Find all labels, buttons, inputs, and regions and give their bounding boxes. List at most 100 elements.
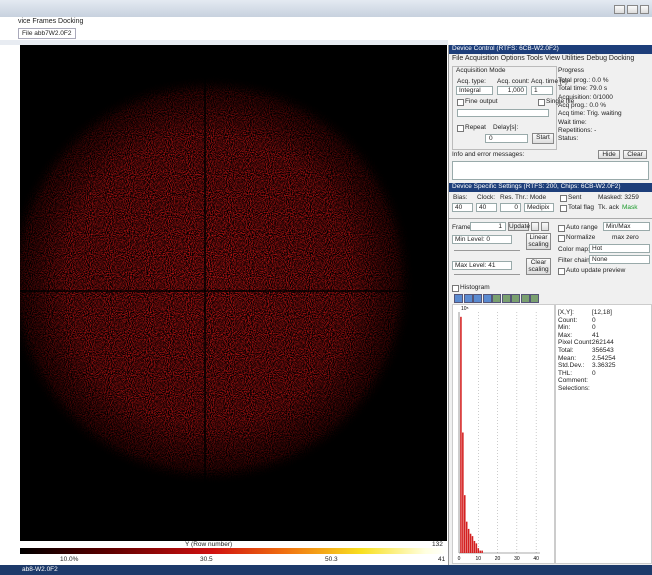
dropdown[interactable]: None — [589, 255, 650, 264]
exponent: 10⁵ — [461, 306, 469, 312]
tool-button[interactable] — [530, 294, 539, 303]
histogram: 10⁵ 0 10 20 30 40 — [452, 304, 553, 562]
progress-item: Repetitions: - — [558, 127, 596, 134]
label: Res. Thr.: Mode — [500, 194, 546, 201]
tool-button[interactable] — [483, 294, 492, 303]
progress-item: Total time: 79.0 s — [558, 85, 607, 92]
colorbar-label: 50.3 — [325, 556, 338, 563]
x-tick-label: 10 — [476, 556, 482, 562]
histogram-bar — [476, 543, 478, 553]
maximize-button[interactable] — [627, 5, 638, 14]
title-bar — [0, 0, 652, 17]
update-button[interactable]: Update — [508, 222, 529, 231]
checkbox[interactable] — [558, 268, 565, 275]
min-level[interactable]: Min Level: 0 — [452, 235, 512, 244]
colorbar — [20, 548, 447, 554]
stat-label: Selections: — [558, 385, 590, 392]
dropdown[interactable]: Min/Max — [603, 222, 650, 231]
dropdown[interactable]: Medipix — [524, 203, 554, 212]
progress-item: Total prog.: 0.0 % — [558, 77, 609, 84]
minimize-button[interactable] — [614, 5, 625, 14]
mask-status: Mask — [622, 204, 638, 211]
stat-value: 0 — [592, 324, 596, 331]
input[interactable]: 40 — [452, 203, 473, 212]
input[interactable]: 0 — [500, 203, 521, 212]
clear-scaling-button[interactable]: Clear scaling — [526, 258, 551, 275]
tool-button[interactable] — [511, 294, 520, 303]
max-level[interactable]: Max Level: 41 — [452, 261, 512, 270]
stat-value: 3.36325 — [592, 362, 616, 369]
x-tick-label: 30 — [514, 556, 520, 562]
input[interactable]: 40 — [476, 203, 497, 212]
axis-label: Y (Row number) — [185, 541, 232, 548]
progress-item: Acq time: Trig. waiting — [558, 110, 622, 117]
message-list[interactable] — [452, 161, 649, 180]
checkbox[interactable] — [560, 205, 567, 212]
histogram-bar — [468, 529, 470, 553]
next-button[interactable] — [541, 222, 549, 231]
main-menu[interactable]: vice Frames Docking — [18, 18, 83, 25]
checkbox[interactable] — [558, 235, 565, 242]
stat-value: 262144 — [592, 339, 614, 346]
dropdown[interactable]: Integral — [456, 86, 493, 95]
hide-button[interactable]: Hide — [598, 150, 620, 159]
checkbox[interactable] — [457, 125, 464, 132]
stat-value: 2.54254 — [592, 355, 616, 362]
input[interactable]: 1,000 — [497, 86, 527, 95]
tool-button[interactable] — [454, 294, 463, 303]
input[interactable]: 1 — [531, 86, 553, 95]
slider[interactable] — [454, 250, 520, 251]
path-field[interactable] — [457, 109, 549, 117]
label: Clock: — [477, 194, 495, 201]
label: Color map: — [558, 246, 590, 253]
checkbox[interactable] — [538, 99, 545, 106]
input[interactable]: 1 — [470, 222, 506, 231]
label: Info and error messages: — [452, 151, 524, 158]
colorbar-label: 30.5 — [200, 556, 213, 563]
stat-value: 0 — [592, 370, 596, 377]
checkbox[interactable] — [457, 99, 464, 106]
status-bar — [0, 565, 652, 575]
stat-label: Std.Dev.: — [558, 362, 584, 369]
x-tick-label: 40 — [533, 556, 539, 562]
x-tick-label: 20 — [495, 556, 501, 562]
panel-menu[interactable]: File Acquisition Options Tools View Util… — [452, 55, 634, 62]
checkbox[interactable] — [558, 225, 565, 232]
input[interactable]: 0 — [485, 134, 528, 143]
progress-item: Status: — [558, 135, 578, 142]
slider[interactable] — [454, 274, 520, 275]
tool-button[interactable] — [473, 294, 482, 303]
checkbox[interactable] — [560, 195, 567, 202]
dropdown[interactable]: Hot — [589, 244, 650, 253]
tool-button[interactable] — [521, 294, 530, 303]
separator — [449, 218, 652, 219]
label: Auto update preview — [566, 267, 625, 274]
linear-scaling-button[interactable]: Linear scaling — [526, 233, 551, 250]
start-button[interactable]: Start — [532, 133, 554, 144]
panel-header: Device Control (RTFS: 6CB-W2.0F2) — [449, 45, 652, 54]
prev-button[interactable] — [531, 222, 539, 231]
label: Repeat — [465, 124, 486, 131]
colorbar-label: 41 — [438, 556, 445, 563]
histogram-bar — [462, 433, 464, 554]
stat-label: Comment: — [558, 377, 588, 384]
checkbox[interactable] — [452, 285, 459, 292]
progress-item: Acq prog.: 0.0 % — [558, 102, 606, 109]
status-text: ab8-W2.0F2 — [22, 566, 58, 573]
tool-button[interactable] — [502, 294, 511, 303]
tab[interactable]: File abb7W2.0F2 — [18, 28, 76, 39]
tool-button[interactable] — [464, 294, 473, 303]
histogram-bar — [466, 522, 468, 553]
histogram-bar — [479, 551, 481, 553]
label: Delay[s]: — [493, 124, 518, 131]
stat-label: THL: — [558, 370, 572, 377]
close-button[interactable] — [640, 5, 649, 14]
label: Histogram — [460, 284, 490, 291]
x-tick-label: 0 — [458, 556, 461, 562]
tool-button[interactable] — [492, 294, 501, 303]
histogram-bar — [470, 534, 472, 553]
clear-button[interactable]: Clear — [623, 150, 647, 159]
label: Normalize — [566, 234, 595, 241]
label: Masked: 3259 — [598, 194, 639, 201]
histogram-bar — [460, 317, 462, 553]
